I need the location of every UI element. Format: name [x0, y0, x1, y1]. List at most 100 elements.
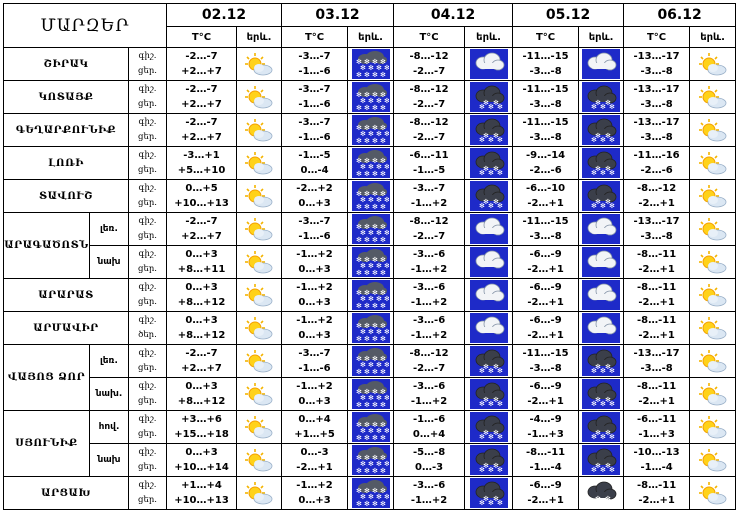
svg-text:✻: ✻ — [376, 97, 382, 105]
svg-text:✻: ✻ — [372, 71, 378, 78]
svg-text:✻: ✻ — [380, 203, 386, 210]
night-temperature: -3…-7 — [298, 216, 331, 227]
svg-text:✻: ✻ — [356, 322, 362, 330]
day-temperature: 0…+3 — [298, 297, 331, 308]
svg-text:✻: ✻ — [380, 170, 386, 177]
svg-text:✻: ✻ — [384, 328, 389, 336]
night-temperature: -13…-17 — [633, 216, 680, 227]
svg-text:✻: ✻ — [591, 136, 597, 144]
svg-text:✻: ✻ — [372, 91, 378, 99]
svg-text:✻: ✻ — [380, 190, 386, 198]
cloud-icon — [469, 280, 508, 310]
temperature-cell: -2…+2 0…+3 — [281, 179, 349, 213]
temperature-cell: -13…-17 -3…-8 — [623, 80, 691, 114]
svg-text:✻: ✻ — [488, 103, 494, 111]
svg-text:✻: ✻ — [364, 269, 370, 276]
temp-header: T°C — [512, 26, 580, 48]
svg-text:✻: ✻ — [376, 130, 382, 138]
weather-icon-cell: ✻ ✻ ✻ ✻ ✻ — [464, 179, 514, 213]
svg-text:✻: ✻ — [376, 163, 382, 171]
svg-text:✻: ✻ — [384, 394, 389, 402]
night-temperature: -2…-7 — [185, 51, 218, 62]
icon-header: երև. — [464, 26, 514, 48]
night-day-labels: գիշ. ցեր. — [127, 179, 168, 213]
weather-icon-cell — [236, 476, 283, 510]
sun-cloud-icon — [240, 379, 278, 409]
day-temperature: +8…+11 — [177, 264, 226, 275]
night-temperature: -1…+2 — [296, 315, 333, 326]
temperature-cell: -2…-7 +2…+7 — [166, 212, 238, 246]
svg-text:✻: ✻ — [360, 163, 366, 171]
night-temperature: -11…-15 — [522, 84, 569, 95]
svg-text:✻: ✻ — [368, 262, 374, 270]
weather-icon-cell — [578, 212, 625, 246]
sun-cloud-icon — [240, 82, 278, 112]
night-day-labels: գիշ. ցեր. — [127, 278, 168, 312]
date-header: 05.12 — [512, 3, 625, 27]
snow-cloud-icon: ✻ ✻ ✻ ✻ ✻ — [469, 115, 508, 145]
night-day-labels: գիշ. ցեր. — [127, 146, 168, 180]
svg-text:✻: ✻ — [479, 400, 485, 408]
night-temperature: -13…-17 — [633, 84, 680, 95]
heavy-snow-icon: ✻ ✻ ✻ ✻ ✻ ✻ ✻ ✻ ✻ ✻ ✻ ✻ — [351, 379, 390, 409]
date-header: 02.12 — [166, 3, 283, 27]
night-temperature: -8…-11 — [636, 480, 677, 491]
svg-text:✻: ✻ — [609, 433, 615, 441]
weather-icon-cell — [464, 245, 514, 279]
weather-icon-cell — [464, 311, 514, 345]
svg-text:✻: ✻ — [356, 124, 362, 132]
svg-text:✻: ✻ — [376, 196, 382, 204]
snow-cloud-icon: ✻ ✻ ✻ ✻ ✻ — [582, 478, 620, 508]
svg-text:✻: ✻ — [356, 302, 362, 309]
region-row: նախ. գիշ. ցեր. 0…+3 +8…+12 -1…+2 0…+3 ✻ ✻ ✻ ✻ ✻ ✻ ✻ ✻ ✻… — [4, 377, 737, 411]
temperature-cell: -1…+2 0…+3 — [281, 476, 349, 510]
svg-text:✻: ✻ — [600, 202, 606, 210]
night-day-labels: գիշ. ցեր. — [127, 212, 168, 246]
svg-text:✻: ✻ — [493, 132, 499, 140]
night-temperature: -8…-12 — [409, 348, 449, 359]
svg-text:✻: ✻ — [356, 71, 362, 78]
svg-text:✻: ✻ — [483, 429, 489, 437]
weather-icon-cell — [689, 443, 737, 477]
weather-icon-cell — [689, 344, 737, 378]
svg-text:✻: ✻ — [368, 361, 374, 369]
region-row: ՏԱՎՈՒՇ գիշ. ցեր. 0…+5 +10…+13 -2…+2 0…+3 ✻ ✻ ✻ ✻ ✻ ✻… — [3, 179, 737, 213]
heavy-snow-icon: ✻ ✻ ✻ ✻ ✻ ✻ ✻ ✻ ✻ ✻ ✻ ✻ — [351, 247, 390, 277]
temperature-cell: -8…-12 -2…-7 — [393, 47, 466, 81]
night-temperature: -3…-6 — [412, 282, 446, 293]
day-temperature: -3…-8 — [640, 132, 673, 143]
cloud-icon — [469, 214, 508, 244]
svg-text:✻: ✻ — [372, 104, 378, 111]
svg-text:✻: ✻ — [364, 203, 370, 210]
region-row: նախ գիշ. ցեր. 0…+3 +8…+11 -1…+2 0…+3 ✻ ✻ ✻ ✻ ✻ ✻ ✻ ✻ ✻ ✻… — [4, 245, 737, 279]
temperature-cell: -3…+1 +5…+10 — [166, 146, 238, 180]
day-temperature: +10…+13 — [174, 495, 229, 506]
day-temperature: 0…-3 — [415, 462, 444, 473]
region-row: ԱՐԱԳԱԾՈՏՆ լեռ. գիշ. ցեր. -2…-7 +2…+7 -3…-7 -1…-… — [3, 212, 737, 279]
day-temperature: 0…+4 — [412, 429, 446, 440]
region-name: ԼՈՌԻ — [3, 146, 129, 180]
day-temperature: -2…+1 — [638, 198, 675, 209]
night-temperature: -8…-11 — [636, 249, 677, 260]
svg-text:✻: ✻ — [376, 295, 382, 303]
day-label: ցեր. — [138, 363, 157, 373]
night-temperature: -1…-5 — [298, 150, 331, 161]
svg-text:✻: ✻ — [384, 361, 389, 369]
svg-text:✻: ✻ — [372, 137, 378, 144]
svg-text:✻: ✻ — [384, 262, 389, 270]
svg-text:✻: ✻ — [364, 335, 370, 342]
temperature-cell: 0…+3 +10…+14 — [166, 443, 238, 477]
weather-icon-cell: ✻ ✻ ✻ ✻ ✻ — [464, 410, 514, 444]
day-temperature: +8…+12 — [177, 330, 226, 341]
temperature-cell: -6…-9 -2…+1 — [512, 245, 580, 279]
svg-text:✻: ✻ — [360, 394, 366, 402]
svg-text:✻: ✻ — [356, 355, 362, 363]
svg-text:✻: ✻ — [380, 322, 386, 330]
svg-text:✻: ✻ — [591, 103, 597, 111]
svg-text:✻: ✻ — [380, 368, 386, 375]
subregion-name: նախ — [89, 245, 129, 279]
night-temperature: -11…-16 — [633, 150, 680, 161]
day-temperature: -2…-6 — [640, 165, 673, 176]
svg-text:✻: ✻ — [372, 170, 378, 177]
night-label: գիշ. — [138, 51, 157, 61]
